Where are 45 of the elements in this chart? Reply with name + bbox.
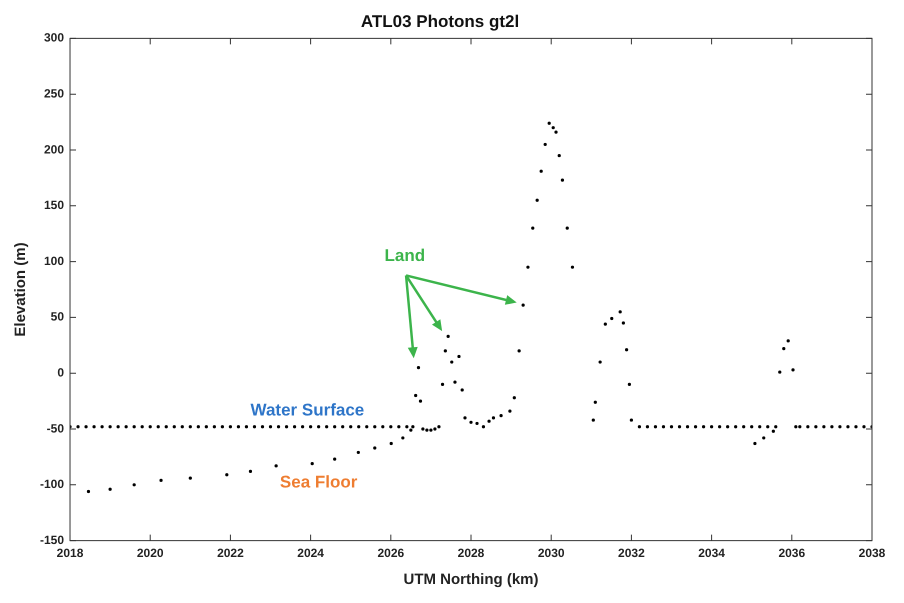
point (333, 458, 336, 461)
x-tick-label: 2038 (858, 546, 886, 560)
y-axis-title: Elevation (m) (12, 242, 30, 337)
point (132, 483, 136, 486)
annotation: Land (384, 246, 426, 266)
annotation: Water Surface (250, 400, 364, 420)
y-tick-label: 250 (44, 86, 64, 101)
y-tick-label: 200 (44, 142, 64, 156)
y-tick-label: -100 (40, 477, 64, 492)
point (310, 462, 314, 466)
point (409, 428, 412, 432)
x-tick-label: 2022 (217, 546, 244, 560)
point (108, 488, 112, 491)
y-tick-label: 50 (50, 310, 64, 324)
y-tick-label: 300 (44, 30, 64, 45)
x-tick-label: 2032 (618, 546, 646, 560)
x-tick-label: 2024 (297, 546, 324, 560)
point (274, 464, 278, 468)
x-axis-title: UTM Northing (km) (404, 571, 538, 588)
point (188, 476, 192, 480)
y-tick-label: 100 (44, 254, 64, 268)
point (356, 450, 360, 454)
x-tick-label: 2020 (136, 546, 164, 560)
annotation: Sea Floor (280, 472, 358, 492)
point (225, 473, 228, 476)
x-tick-label: 2034 (698, 546, 726, 560)
y-tick-label: 150 (44, 198, 64, 212)
y-tick-label: 0 (57, 366, 64, 380)
x-tick-label: 2018 (56, 546, 84, 560)
y-tick-label: -150 (40, 532, 64, 547)
point (248, 470, 252, 474)
point (159, 478, 163, 482)
x-tick-label: 2030 (538, 546, 565, 560)
x-tick-label: 2026 (377, 546, 404, 560)
x-tick-label: 2036 (778, 546, 806, 560)
chart-title: ATL03 Photons gt2l (360, 12, 520, 31)
point (772, 430, 775, 433)
point (86, 490, 90, 494)
x-tick-label: 2028 (458, 546, 485, 560)
point (762, 436, 766, 440)
point (390, 442, 393, 446)
y-tick-label: -50 (46, 421, 64, 436)
point (753, 442, 757, 446)
point (401, 436, 404, 440)
point (373, 446, 376, 450)
